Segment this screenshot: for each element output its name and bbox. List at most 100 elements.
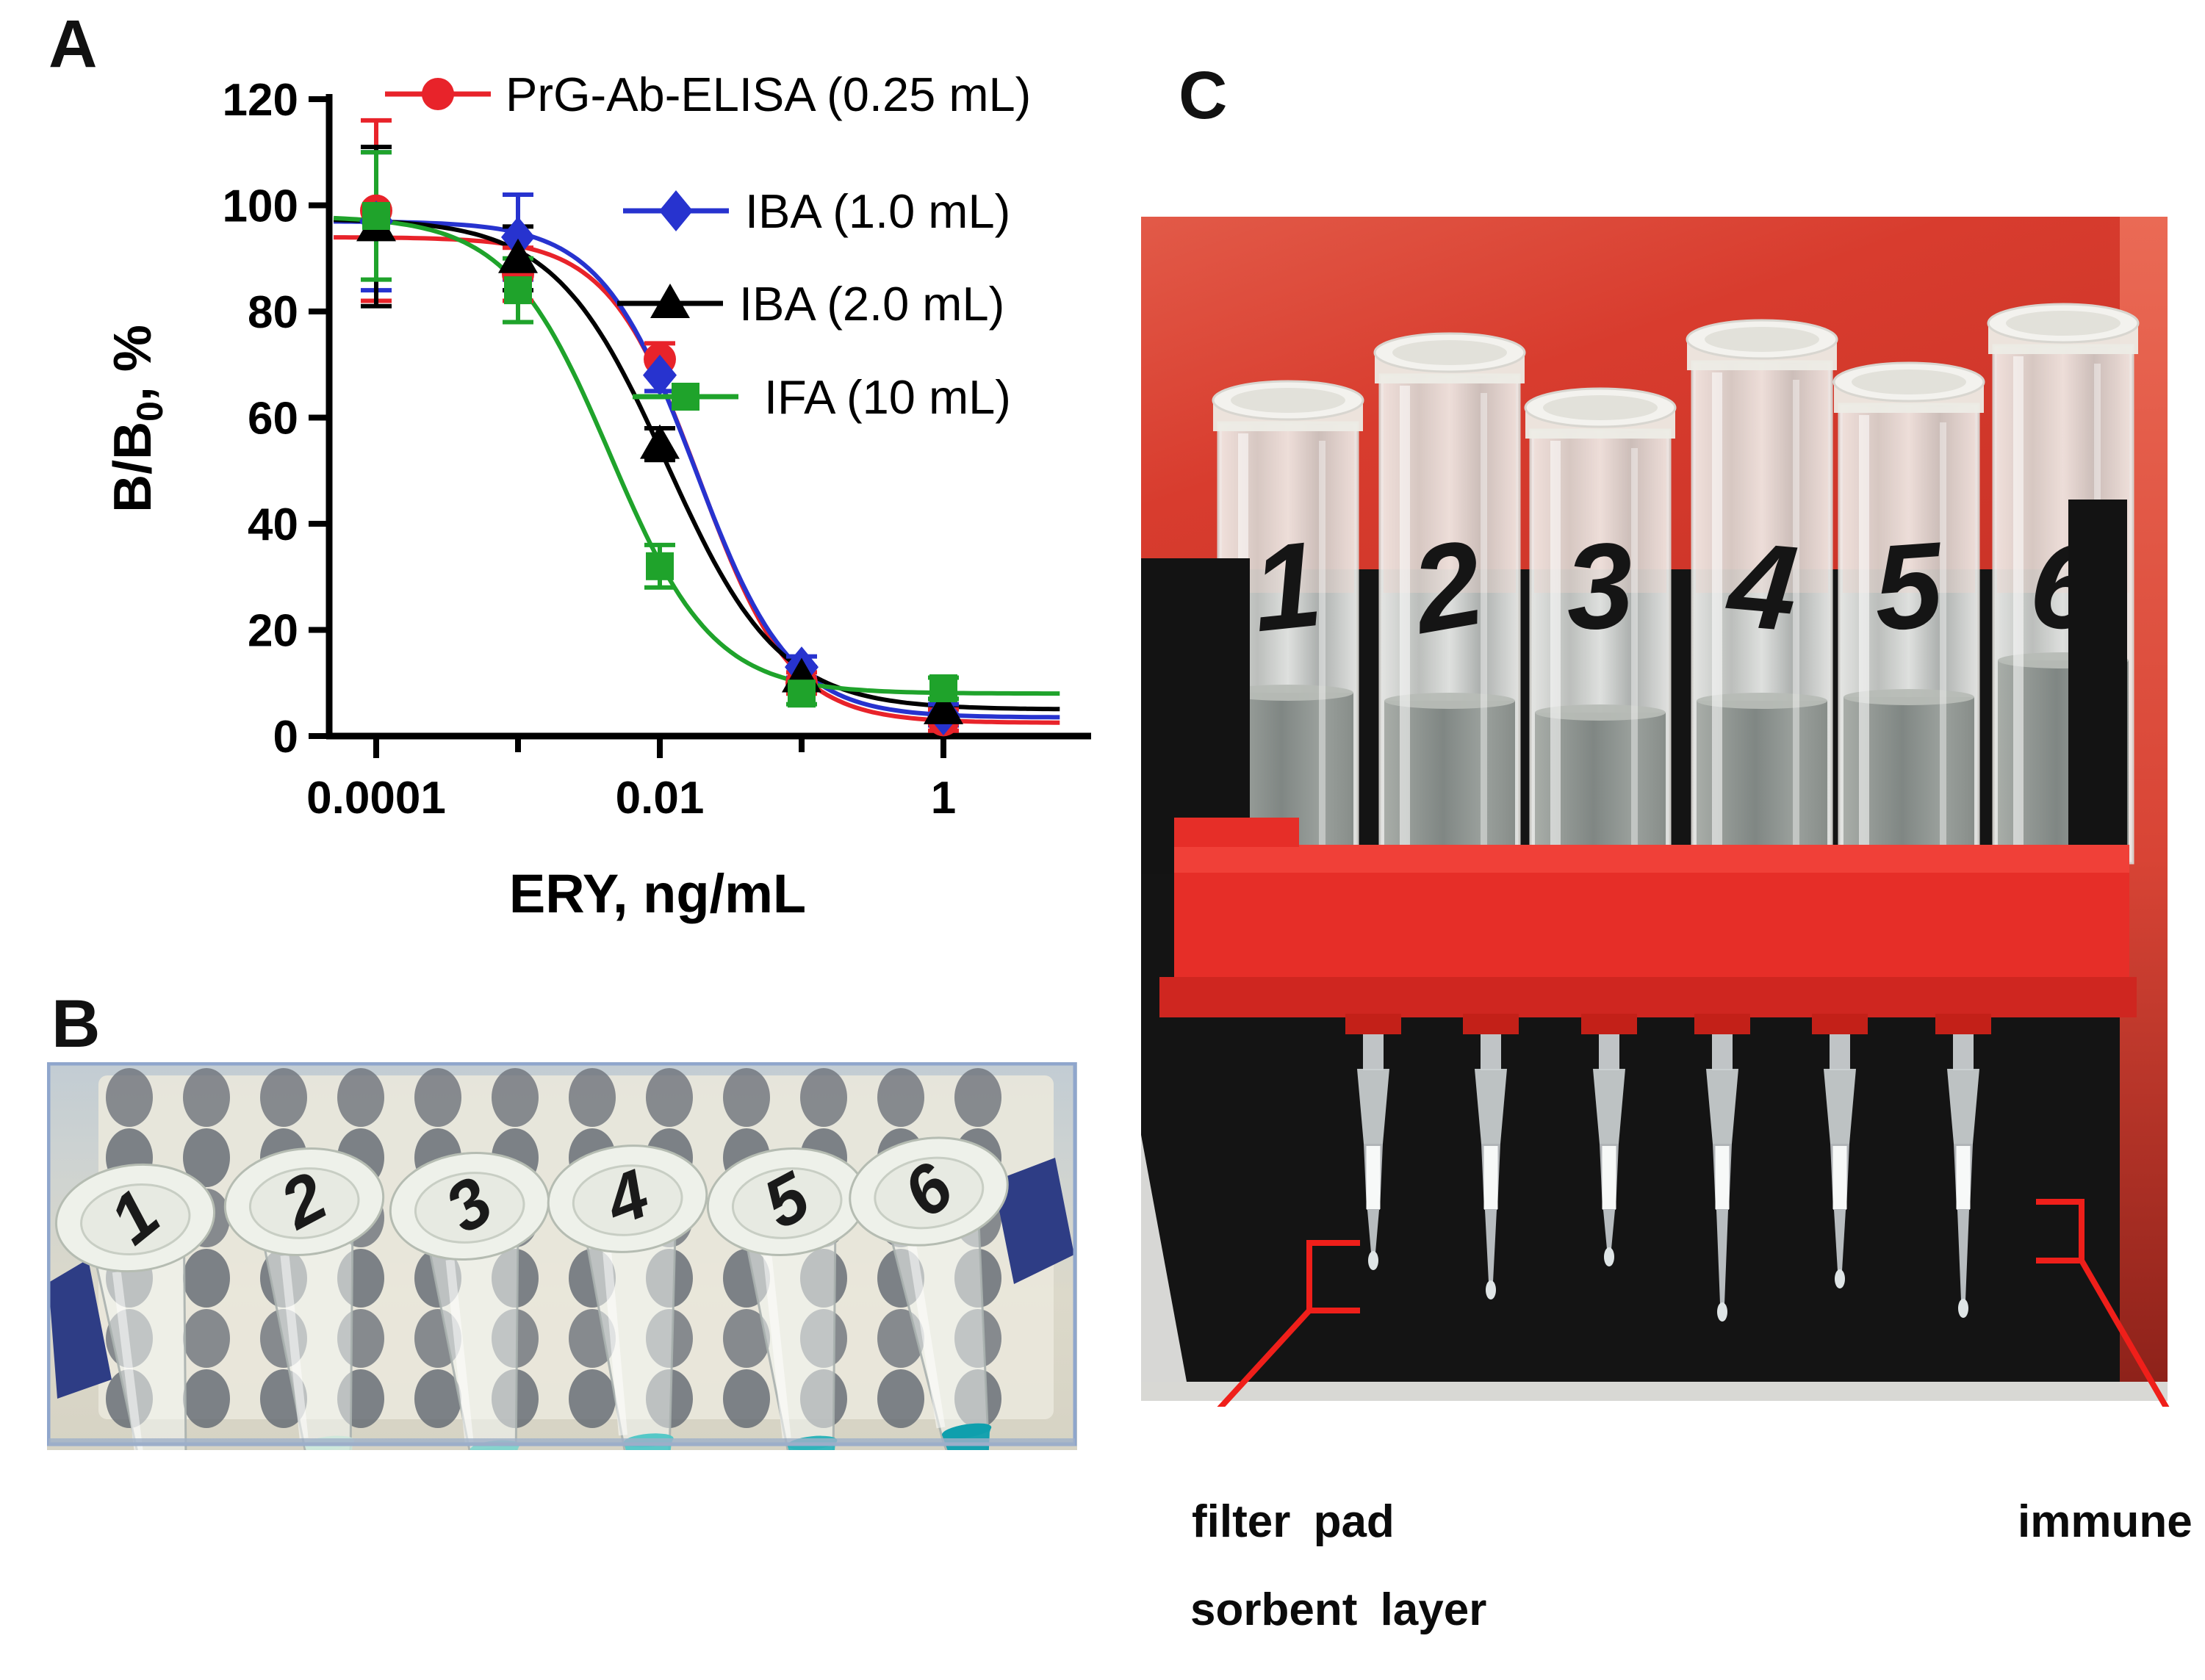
tube-number: 4 — [1722, 516, 1802, 657]
plate-well — [337, 1068, 384, 1127]
marker-diamond — [643, 354, 677, 396]
tube-highlight — [112, 1271, 144, 1450]
x-tick-label: 0.01 — [616, 773, 705, 823]
right-leader-line — [2077, 1256, 2170, 1407]
tube-highlight — [1859, 415, 1869, 859]
y-tick-label: 80 — [248, 287, 298, 338]
plate-well — [183, 1369, 230, 1428]
tube-highlight — [1481, 393, 1487, 859]
tip-taper — [1367, 1210, 1379, 1252]
tip-droplet — [1486, 1280, 1496, 1299]
sorbent-segment — [1602, 1146, 1616, 1209]
tube-c: 4 — [1686, 319, 1838, 865]
liquid-surface — [942, 1423, 992, 1439]
tip-taper — [1716, 1210, 1728, 1304]
legend-entry: IBA (1.0 mL) — [623, 184, 1010, 238]
pipette-tip — [1824, 1017, 1856, 1288]
tube-number: 5 — [1870, 516, 1949, 656]
tip-cone — [1475, 1069, 1507, 1144]
y-tick-label: 60 — [248, 394, 298, 444]
rack-tab — [1935, 1014, 1991, 1034]
legend-entry: PrG-Ab-ELISA (0.25 mL) — [385, 68, 1031, 121]
marker-triangle — [640, 424, 680, 459]
plate-well — [492, 1068, 539, 1127]
y-tick-label: 20 — [248, 606, 298, 657]
sorbent-segment — [1956, 1146, 1971, 1209]
legend-label: IBA (1.0 mL) — [745, 184, 1010, 238]
tube-highlight — [1793, 380, 1799, 859]
tip-taper — [1957, 1210, 1969, 1300]
tip-droplet — [1604, 1247, 1614, 1266]
tube-highlight — [1550, 441, 1561, 859]
legend-entry: IBA (2.0 mL) — [617, 277, 1004, 331]
tube-c: 3 — [1524, 387, 1677, 865]
rack-tab — [1581, 1014, 1637, 1034]
tube-highlight — [445, 1259, 474, 1443]
left-leader-line — [1217, 1306, 1314, 1407]
marker-triangle — [650, 284, 690, 318]
tube-highlight — [1319, 441, 1325, 859]
legend-entry: IFA (10 mL) — [633, 370, 1011, 424]
y-axis-title: B/B0, % — [104, 325, 170, 513]
panel-c-label: C — [1179, 58, 1228, 133]
marker-square — [504, 276, 532, 305]
marker-circle — [422, 78, 454, 110]
plate-well — [260, 1068, 307, 1127]
plate-well — [414, 1369, 461, 1428]
tube-mouth — [1705, 327, 1819, 352]
pipette-tip — [1706, 1017, 1738, 1322]
tube-mouth — [2006, 311, 2121, 336]
tube-mouth — [1543, 395, 1658, 420]
marker-square — [672, 383, 699, 411]
tube-b: 6 — [849, 1136, 1009, 1450]
marker-triangle — [498, 238, 538, 273]
marker-diamond — [659, 190, 693, 231]
tube-highlight — [280, 1255, 309, 1439]
tip-taper — [1485, 1210, 1497, 1282]
legend-label: PrG-Ab-ELISA (0.25 mL) — [506, 68, 1031, 121]
marker-triangle — [924, 689, 963, 724]
y-tick-label: 120 — [223, 75, 298, 126]
suspension-surface — [1223, 685, 1353, 701]
tip-cone — [1357, 1069, 1389, 1144]
photo-bottom-strip — [1141, 1382, 2168, 1401]
tube-b: 1 — [54, 1163, 216, 1450]
photo-shadow — [48, 1438, 1075, 1446]
tube-number: 1 — [1246, 516, 1327, 657]
tip-droplet — [1368, 1251, 1378, 1270]
plate-well — [954, 1068, 1001, 1127]
tube-highlight — [1631, 448, 1638, 859]
x-axis-title: ERY, ng/mL — [509, 863, 806, 924]
plate-well — [723, 1369, 770, 1428]
suspension-surface — [1697, 693, 1827, 709]
plate-well — [569, 1369, 616, 1428]
plate-well — [569, 1068, 616, 1127]
rack-tab — [1463, 1014, 1519, 1034]
rack-tab — [1694, 1014, 1750, 1034]
marker-square — [788, 679, 816, 708]
plate-well — [723, 1309, 770, 1368]
x-tick-label: 1 — [931, 773, 956, 823]
plate-well — [877, 1369, 924, 1428]
tip-cone — [1706, 1069, 1738, 1144]
suspension-surface — [1535, 704, 1666, 721]
panel-b-label: B — [51, 987, 101, 1061]
tube-highlight — [1712, 372, 1722, 859]
rack-tab — [1345, 1014, 1401, 1034]
annotation-sorbent-layer: sorbent layer — [1190, 1585, 1487, 1635]
tube-b: 3 — [389, 1152, 550, 1450]
plate-well — [183, 1128, 230, 1187]
tube-c: 5 — [1832, 361, 1985, 865]
tube-mouth — [1852, 369, 1966, 394]
legend-label: IBA (2.0 mL) — [739, 277, 1004, 331]
plate-well — [183, 1309, 230, 1368]
tip-taper — [1834, 1210, 1846, 1271]
y-tick-label: 40 — [248, 500, 298, 550]
tip-cone — [1824, 1069, 1856, 1144]
marker-square — [929, 674, 957, 702]
tube-mouth — [1392, 340, 1507, 365]
rack-corner-left — [48, 1259, 112, 1399]
sorbent-segment — [1366, 1146, 1381, 1209]
panel-a-label: A — [48, 7, 98, 82]
